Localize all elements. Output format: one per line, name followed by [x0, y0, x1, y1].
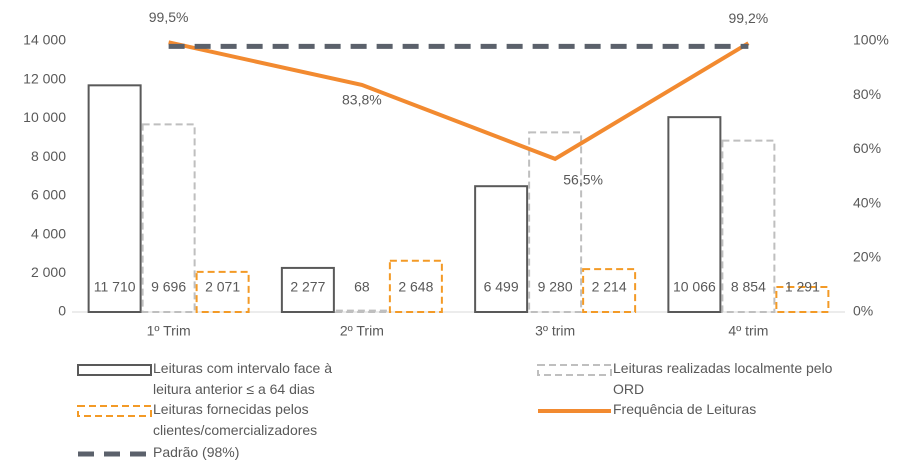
- bar: [667, 116, 722, 313]
- x-tick-label: 2º Trim: [340, 323, 384, 339]
- plot: 0 2 000 4 000 6 000 8 000 10 000 12 000 14 000 0…: [23, 9, 889, 339]
- y2-tick-label: 40%: [853, 194, 881, 210]
- legend-label: Leituras fornecidas pelos clientes/comer…: [153, 401, 318, 438]
- legend-item: Leituras realizadas localmente pelo ORD: [537, 360, 843, 400]
- legend-label: Leituras realizadas localmente pelo ORD: [613, 360, 833, 397]
- legend-swatch: [537, 364, 612, 376]
- data-label: 1 291: [785, 279, 820, 295]
- line-label: 99,5%: [149, 9, 189, 25]
- line-label: 99,2%: [729, 10, 769, 26]
- data-label: 8 854: [731, 279, 766, 295]
- bar: [87, 84, 142, 314]
- x-tick-label: 3º trim: [535, 323, 575, 339]
- x-tick-label: 1º Trim: [147, 323, 191, 339]
- data-label: 68: [354, 279, 370, 295]
- data-label: 9 280: [538, 279, 573, 295]
- legend-item: Frequência de Leituras: [537, 401, 843, 420]
- data-label: 11 710: [94, 279, 136, 295]
- bar: [582, 268, 637, 313]
- data-label: 9 696: [151, 279, 186, 295]
- y-tick-label: 6 000: [31, 187, 66, 203]
- legend-item: Leituras fornecidas pelos clientes/comer…: [77, 401, 363, 441]
- legend-item: Padrão (98%): [77, 444, 383, 460]
- legend-symbol: [78, 451, 151, 457]
- bar: [195, 270, 250, 313]
- legend-label: Leituras com intervalo face à leitura an…: [153, 360, 332, 397]
- y2-tick-label: 0%: [853, 303, 873, 319]
- legend-symbol: [537, 364, 612, 376]
- data-label: 2 277: [290, 279, 325, 295]
- bar: [334, 309, 389, 314]
- bar: [474, 185, 529, 313]
- y2-tick-label: 100%: [853, 32, 889, 48]
- line-label: 56,5%: [563, 172, 603, 188]
- legend-symbol: [77, 405, 152, 417]
- line-series: [168, 40, 750, 162]
- legend-swatch: [77, 364, 152, 376]
- y-tick-label: 0: [58, 303, 66, 319]
- legend-label: Frequência de Leituras: [613, 401, 757, 417]
- y2-tick-label: 60%: [853, 140, 881, 156]
- bar: [388, 259, 443, 313]
- y-tick-label: 10 000: [23, 109, 66, 125]
- data-label: 6 499: [484, 279, 519, 295]
- bar: [721, 139, 776, 313]
- y-tick-label: 2 000: [31, 264, 66, 280]
- y-tick-label: 12 000: [23, 70, 66, 86]
- legend-swatch: [77, 405, 152, 417]
- data-label: 2 214: [592, 279, 627, 295]
- bar: [280, 266, 335, 314]
- data-label: 2 648: [398, 279, 433, 295]
- y-tick-label: 14 000: [23, 32, 66, 48]
- x-tick-label: 4º trim: [728, 323, 768, 339]
- data-label: 2 071: [205, 279, 240, 295]
- legend-symbol: [538, 409, 611, 413]
- line-label: 83,8%: [342, 92, 382, 108]
- y-tick-label: 4 000: [31, 225, 66, 241]
- legend-symbol: [77, 364, 152, 376]
- bar: [775, 286, 830, 313]
- y-tick-label: 8 000: [31, 148, 66, 164]
- bar: [141, 123, 196, 313]
- data-label: 10 066: [673, 279, 716, 295]
- bar: [528, 131, 583, 313]
- legend-item: Leituras com intervalo face à leitura an…: [77, 360, 368, 400]
- legend-label: Padrão (98%): [153, 444, 240, 460]
- y2-tick-label: 20%: [853, 249, 881, 265]
- y2-tick-label: 80%: [853, 86, 881, 102]
